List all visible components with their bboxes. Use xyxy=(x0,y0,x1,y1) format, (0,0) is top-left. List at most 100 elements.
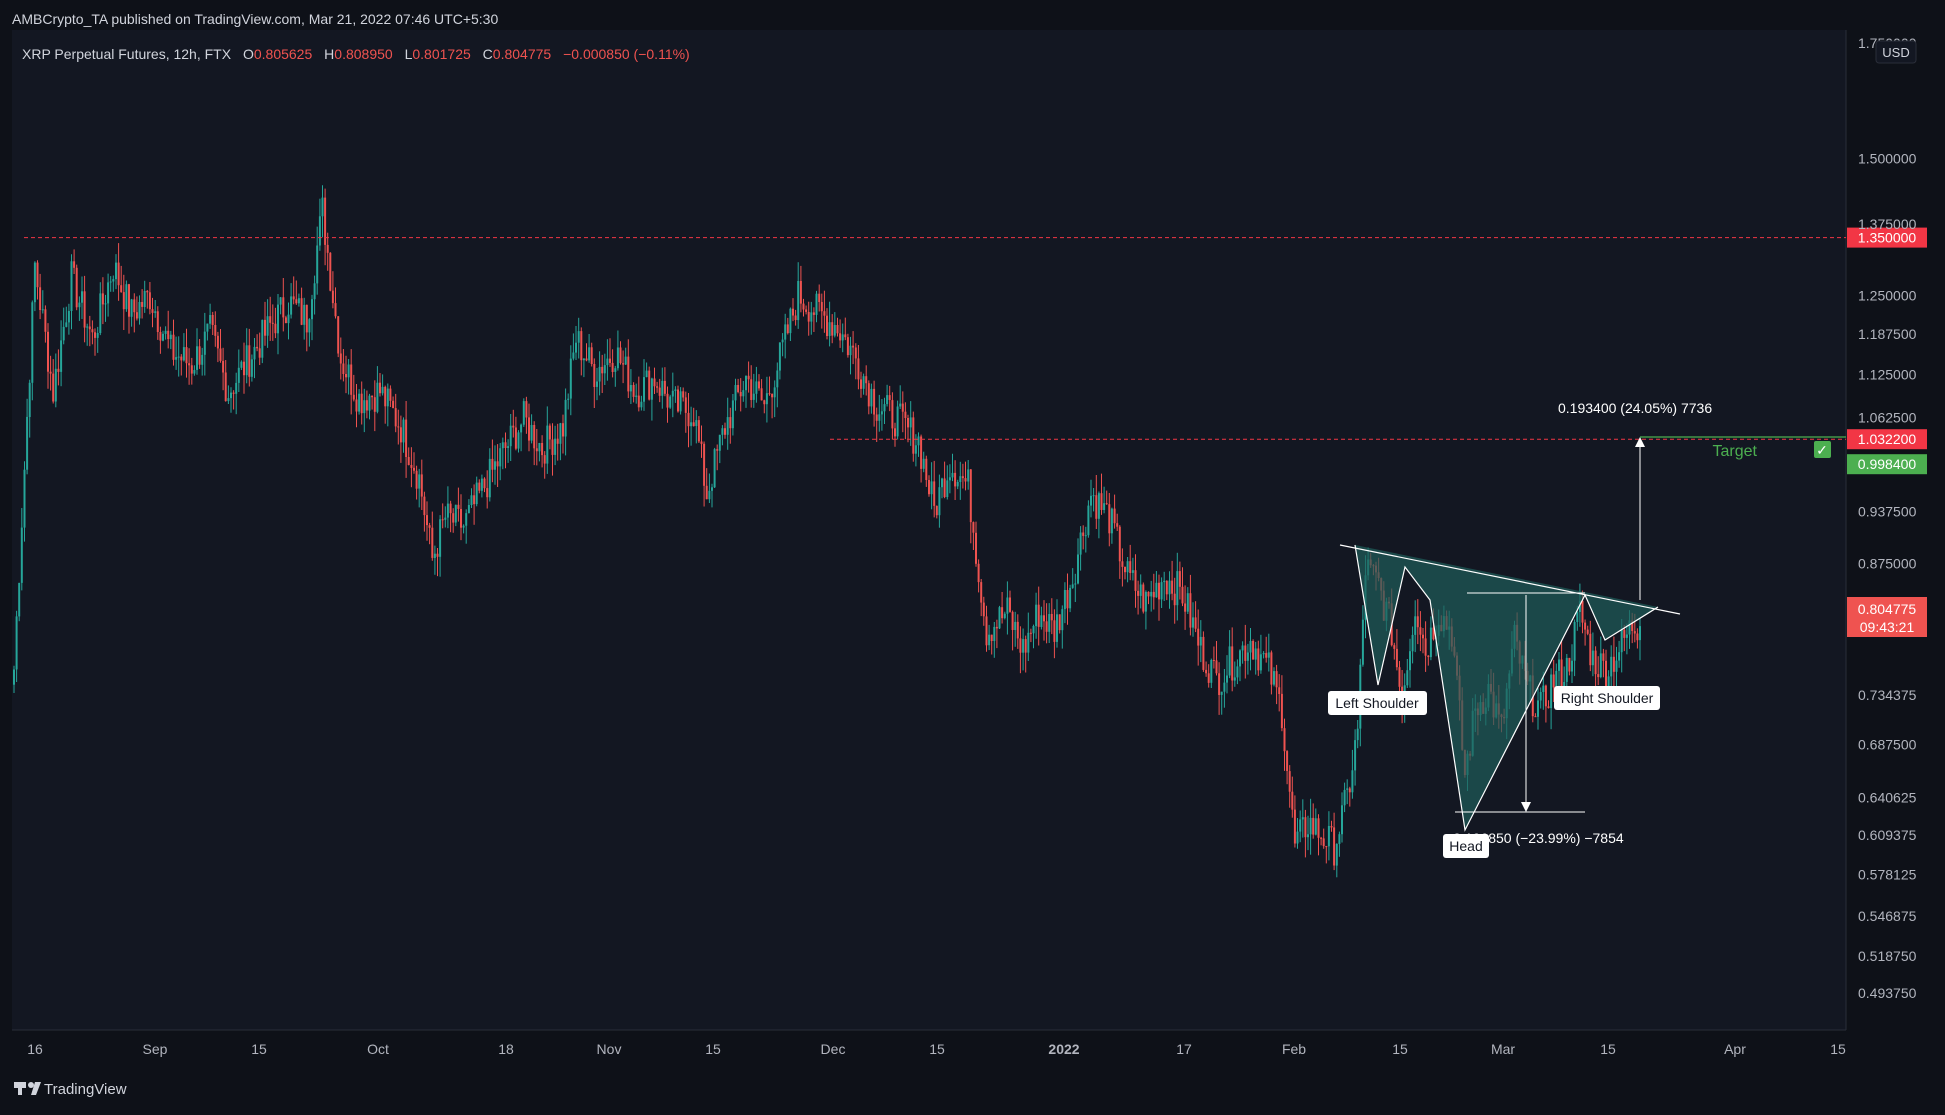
candle xyxy=(1105,490,1108,505)
candle xyxy=(904,402,907,440)
candle xyxy=(86,323,89,346)
candle xyxy=(318,198,321,251)
candle xyxy=(446,486,449,529)
candle-body xyxy=(501,442,504,449)
candle-body xyxy=(180,356,183,361)
candle-body xyxy=(1228,646,1231,676)
candle-body xyxy=(888,395,891,400)
candle-body xyxy=(883,404,886,412)
currency-button[interactable]: USD xyxy=(1882,45,1909,60)
time-axis[interactable]: 16 Sep 15 Oct 18 Nov 15 Dec 15 2022 17 Feb 15 Mar 15 Ap… xyxy=(27,1041,1846,1057)
candle xyxy=(677,385,679,413)
candle-body xyxy=(496,461,499,467)
candle xyxy=(535,429,538,466)
candle-body xyxy=(588,347,591,361)
candle xyxy=(371,395,374,410)
candle-body xyxy=(841,334,844,341)
candle-body xyxy=(873,388,876,415)
candle-body xyxy=(726,417,729,435)
candle xyxy=(711,483,713,508)
candle xyxy=(671,372,674,418)
candle xyxy=(397,409,400,445)
tradingview-brand[interactable]: TradingView xyxy=(44,1081,127,1098)
candle xyxy=(1090,479,1092,518)
candle xyxy=(512,409,515,438)
candle-body xyxy=(371,395,374,398)
candle xyxy=(577,317,580,359)
low-label: L xyxy=(405,46,413,62)
candle-body xyxy=(758,381,760,389)
candle xyxy=(467,499,470,514)
candle-body xyxy=(998,607,1001,629)
candle xyxy=(596,368,598,401)
candle-body xyxy=(854,347,857,359)
candle-body xyxy=(747,375,750,380)
candle-body xyxy=(376,382,379,412)
candle xyxy=(305,304,308,352)
candle-body xyxy=(985,616,988,646)
candle xyxy=(460,494,462,541)
candle xyxy=(1160,577,1163,608)
candle xyxy=(1406,659,1409,688)
candle xyxy=(198,339,201,369)
candle xyxy=(841,323,844,353)
candle-body xyxy=(446,503,449,518)
candle-body xyxy=(1009,597,1011,612)
candle-body xyxy=(1356,728,1359,741)
candle xyxy=(632,382,635,403)
candle-body xyxy=(894,428,896,437)
candle-body xyxy=(922,458,925,469)
candle-body xyxy=(1053,620,1056,642)
candle xyxy=(57,349,60,386)
candle-body xyxy=(130,299,133,317)
lower-measure-label: −0.196850 (−23.99%) −7854 xyxy=(1445,830,1624,846)
candle xyxy=(101,277,104,325)
candle xyxy=(818,284,821,312)
candle xyxy=(956,479,959,490)
candle-body xyxy=(729,417,732,429)
candle-body xyxy=(1618,652,1621,661)
head-and-shoulders-pattern: Left Shoulder Right Shoulder −0.196850 (… xyxy=(1328,400,1846,858)
candle-body xyxy=(418,474,421,489)
candle xyxy=(185,328,188,378)
candle xyxy=(805,305,808,315)
tradingview-logo[interactable]: TradingView xyxy=(14,1081,127,1098)
candle-body xyxy=(606,358,609,366)
level-badge-label: 1.032200 xyxy=(1858,431,1917,447)
candle-body xyxy=(1555,670,1558,688)
candle-body xyxy=(1118,526,1121,562)
candle-body xyxy=(81,291,83,303)
symbol-name[interactable]: XRP Perpetual Futures, 12h, FTX xyxy=(22,46,232,62)
candle-body xyxy=(347,364,350,378)
x-tick-label: 15 xyxy=(251,1041,267,1057)
candle xyxy=(130,298,133,327)
candle-body xyxy=(687,412,690,427)
candle xyxy=(1192,602,1194,637)
candle xyxy=(112,275,115,292)
candle-body xyxy=(480,478,483,491)
candle-body xyxy=(901,403,904,412)
candle xyxy=(13,665,15,693)
candle xyxy=(995,619,998,649)
candle xyxy=(656,381,659,393)
tradingview-logo-wedge xyxy=(31,1082,41,1095)
candle-body xyxy=(1103,503,1106,510)
candle-body xyxy=(784,324,787,340)
candle-body xyxy=(454,504,457,523)
candle-body xyxy=(1259,654,1262,671)
candle xyxy=(1241,641,1244,664)
currency-button-box[interactable] xyxy=(1875,40,1917,64)
candle xyxy=(462,524,465,534)
candle-body xyxy=(954,472,957,487)
candle xyxy=(1121,548,1124,587)
pattern-fill xyxy=(1355,545,1658,830)
candle xyxy=(708,473,711,503)
candle-body xyxy=(533,425,536,449)
candle xyxy=(878,394,881,432)
symbol-legend[interactable]: XRP Perpetual Futures, 12h, FTX O0.80562… xyxy=(22,46,690,62)
candle-body xyxy=(1194,617,1197,629)
candle-body xyxy=(1341,805,1343,835)
candle xyxy=(627,339,630,398)
candle-body xyxy=(961,476,964,479)
